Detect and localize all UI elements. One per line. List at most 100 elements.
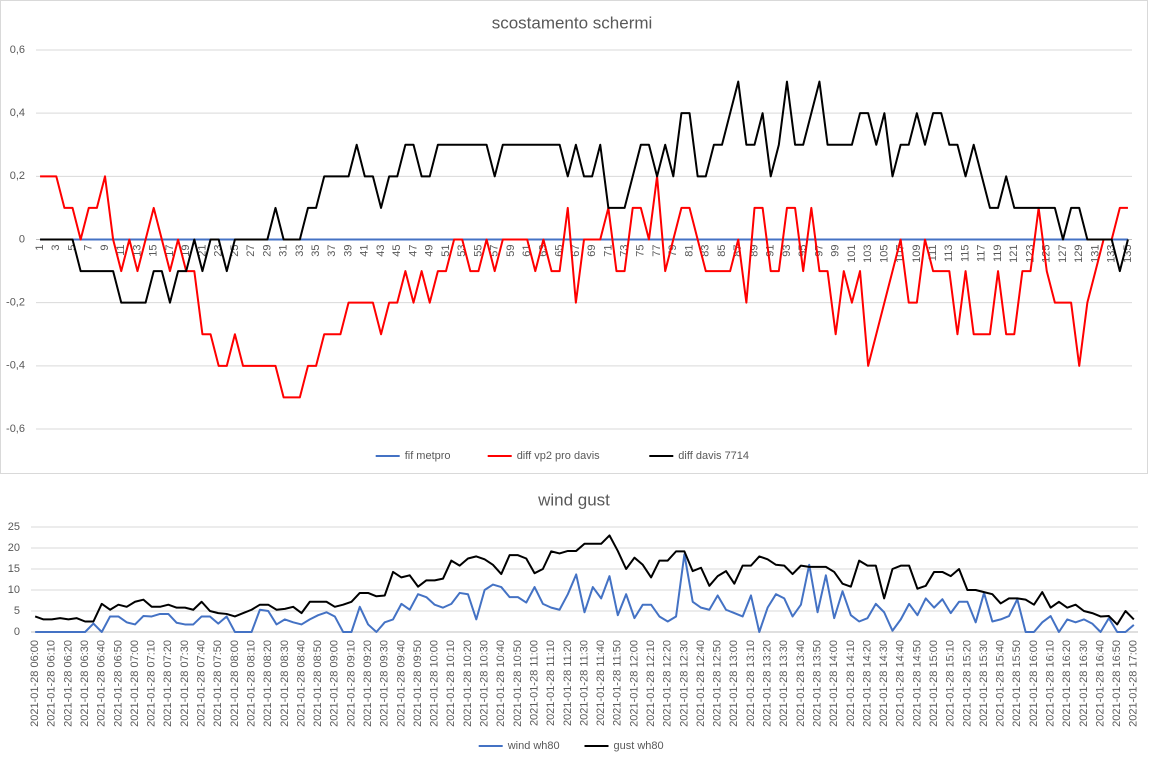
- x-tick-label: 2021-01-28 15:10: [945, 640, 957, 727]
- legend-label: fif metpro: [405, 450, 451, 462]
- x-tick-label: 2021-01-28 08:40: [295, 640, 307, 727]
- x-tick-label: 2021-01-28 10:10: [445, 640, 457, 727]
- x-tick-label: 105: [878, 245, 890, 263]
- chart-title: scostamento schermi: [492, 13, 653, 32]
- x-tick-label: 2021-01-28 14:00: [828, 640, 840, 727]
- x-tick-label: 2021-01-28 11:30: [578, 640, 590, 726]
- y-tick-label: -0,4: [6, 360, 25, 372]
- series-line: [40, 80, 1129, 304]
- x-tick-label: 2021-01-28 07:00: [129, 640, 141, 727]
- x-tick-label: 2021-01-28 11:10: [545, 640, 557, 726]
- x-tick-label: 7: [83, 245, 95, 251]
- x-tick-label: 85: [716, 245, 728, 257]
- x-tick-label: 57: [489, 245, 501, 257]
- series-line: [35, 553, 1135, 633]
- x-tick-label: 2021-01-28 09:50: [412, 640, 424, 727]
- x-tick-label: 9: [99, 245, 111, 251]
- y-tick-label: 0: [19, 233, 25, 245]
- x-tick-label: 101: [846, 245, 858, 263]
- x-tick-label: 2021-01-28 14:40: [895, 640, 907, 727]
- x-tick-label: 2021-01-28 09:10: [345, 640, 357, 727]
- x-tick-label: 2021-01-28 06:30: [79, 640, 91, 727]
- x-tick-label: 39: [342, 245, 354, 257]
- y-tick-label: 25: [8, 521, 20, 533]
- x-tick-label: 21: [196, 245, 208, 257]
- x-tick-label: 2021-01-28 10:20: [462, 640, 474, 727]
- x-tick-label: 55: [472, 245, 484, 257]
- x-tick-label: 2021-01-28 08:50: [312, 640, 324, 727]
- x-tick-label: 2021-01-28 10:40: [495, 640, 507, 727]
- x-tick-label: 2021-01-28 15:20: [961, 640, 973, 727]
- x-tick-label: 2021-01-28 09:20: [362, 640, 374, 727]
- series-line: [40, 175, 1128, 399]
- y-tick-label: 10: [8, 584, 20, 596]
- x-tick-label: 99: [830, 245, 842, 257]
- x-tick-label: 2021-01-28 11:00: [528, 640, 540, 726]
- x-tick-label: 2021-01-28 13:30: [778, 640, 790, 727]
- x-tick-label: 3: [50, 245, 62, 251]
- x-tick-label: 2021-01-28 08:20: [262, 640, 274, 727]
- y-tick-label: -0,2: [6, 297, 25, 309]
- y-tick-label: 0: [14, 626, 20, 638]
- x-tick-label: 1: [34, 245, 46, 251]
- x-tick-label: 121: [1008, 245, 1020, 263]
- x-tick-label: 2021-01-28 06:20: [62, 640, 74, 727]
- x-tick-label: 81: [683, 245, 695, 257]
- x-tick-label: 2021-01-28 10:50: [512, 640, 524, 727]
- x-tick-label: 2021-01-28 07:30: [179, 640, 191, 727]
- x-tick-label: 2021-01-28 17:00: [1128, 640, 1140, 727]
- x-tick-label: 2021-01-28 07:50: [212, 640, 224, 727]
- x-tick-label: 2021-01-28 11:20: [562, 640, 574, 726]
- x-tick-label: 17: [164, 245, 176, 257]
- x-tick-label: 35: [310, 245, 322, 257]
- x-tick-label: 83: [700, 245, 712, 257]
- x-tick-label: 113: [943, 245, 955, 263]
- x-tick-label: 69: [586, 245, 598, 257]
- legend-label: diff davis 7714: [678, 450, 749, 462]
- y-tick-label: 0,6: [10, 44, 25, 56]
- x-tick-label: 45: [391, 245, 403, 257]
- x-tick-label: 2021-01-28 12:20: [662, 640, 674, 727]
- x-tick-label: 2021-01-28 12:10: [645, 640, 657, 727]
- x-tick-label: 2021-01-28 06:50: [112, 640, 124, 727]
- x-tick-label: 2021-01-28 15:40: [995, 640, 1007, 727]
- x-tick-label: 2021-01-28 14:50: [911, 640, 923, 727]
- x-tick-label: 2021-01-28 14:20: [861, 640, 873, 727]
- x-tick-label: 41: [359, 245, 371, 257]
- x-tick-label: 67: [570, 245, 582, 257]
- x-tick-label: 123: [1024, 245, 1036, 263]
- x-tick-label: 2021-01-28 15:50: [1011, 640, 1023, 727]
- x-tick-label: 2021-01-28 16:10: [1045, 640, 1057, 727]
- legend-label: wind wh80: [507, 740, 560, 752]
- x-tick-label: 2021-01-28 16:50: [1111, 640, 1123, 727]
- x-tick-label: 75: [635, 245, 647, 257]
- x-tick-label: 29: [261, 245, 273, 257]
- x-tick-label: 2021-01-28 16:30: [1078, 640, 1090, 727]
- x-tick-label: 125: [1041, 245, 1053, 263]
- x-tick-label: 33: [294, 245, 306, 257]
- x-tick-label: 2021-01-28 09:00: [329, 640, 341, 727]
- x-tick-label: 2021-01-28 13:10: [745, 640, 757, 727]
- x-tick-label: 77: [651, 245, 663, 257]
- x-tick-label: 37: [326, 245, 338, 257]
- x-tick-label: 43: [375, 245, 387, 257]
- x-tick-label: 2021-01-28 15:30: [978, 640, 990, 727]
- x-tick-label: 2021-01-28 07:20: [162, 640, 174, 727]
- x-tick-label: 97: [813, 245, 825, 257]
- x-tick-label: 2021-01-28 14:30: [878, 640, 890, 727]
- x-tick-label: 2021-01-28 12:50: [712, 640, 724, 727]
- x-tick-label: 2021-01-28 08:30: [279, 640, 291, 727]
- x-tick-label: 19: [180, 245, 192, 257]
- x-tick-label: 2021-01-28 11:50: [612, 640, 624, 726]
- x-tick-label: 109: [911, 245, 923, 263]
- legend-label: gust wh80: [614, 740, 664, 752]
- x-tick-label: 129: [1073, 245, 1085, 263]
- x-tick-label: 2021-01-28 14:10: [845, 640, 857, 727]
- x-tick-label: 13: [131, 245, 143, 257]
- x-tick-label: 5: [66, 245, 78, 251]
- x-tick-label: 2021-01-28 13:40: [795, 640, 807, 727]
- x-tick-label: 2021-01-28 08:10: [245, 640, 257, 727]
- y-tick-label: -0,6: [6, 423, 25, 435]
- x-tick-label: 2021-01-28 07:40: [196, 640, 208, 727]
- x-tick-label: 2021-01-28 16:40: [1094, 640, 1106, 727]
